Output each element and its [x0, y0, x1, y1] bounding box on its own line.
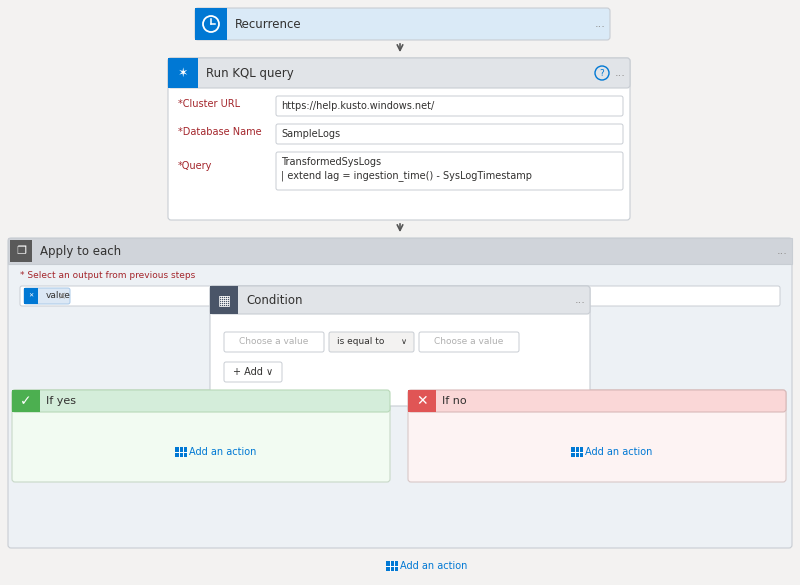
Text: ✶: ✶	[178, 67, 188, 80]
Bar	[24, 288, 38, 304]
Text: If yes: If yes	[46, 396, 76, 406]
Text: *Database Name: *Database Name	[178, 127, 262, 137]
FancyBboxPatch shape	[276, 152, 623, 190]
Text: Add an action: Add an action	[585, 447, 652, 457]
Bar	[8, 238, 792, 264]
Text: ✕: ✕	[416, 394, 428, 408]
FancyBboxPatch shape	[276, 124, 623, 144]
Text: Run KQL query: Run KQL query	[206, 67, 294, 80]
Text: SampleLogs: SampleLogs	[281, 129, 340, 139]
FancyBboxPatch shape	[408, 390, 786, 412]
FancyBboxPatch shape	[329, 332, 414, 352]
Text: | extend lag = ingestion_time() - SysLogTimestamp: | extend lag = ingestion_time() - SysLog…	[281, 171, 532, 181]
Text: ...: ...	[777, 246, 787, 256]
FancyBboxPatch shape	[168, 58, 630, 220]
Text: ...: ...	[594, 19, 606, 29]
Bar	[408, 390, 436, 412]
Bar	[210, 286, 238, 314]
FancyBboxPatch shape	[8, 238, 792, 548]
Bar	[168, 58, 198, 88]
Text: ✓: ✓	[20, 394, 32, 408]
FancyBboxPatch shape	[210, 286, 590, 406]
Text: ...: ...	[614, 68, 626, 78]
Text: If no: If no	[442, 396, 466, 406]
Text: is equal to: is equal to	[337, 338, 384, 346]
FancyBboxPatch shape	[24, 288, 70, 304]
Text: TransformedSysLogs: TransformedSysLogs	[281, 157, 381, 167]
FancyBboxPatch shape	[12, 390, 390, 412]
Text: ❐: ❐	[16, 246, 26, 256]
Bar	[12, 390, 40, 412]
Text: Apply to each: Apply to each	[40, 245, 121, 257]
Text: Choose a value: Choose a value	[434, 338, 504, 346]
Text: ∨: ∨	[401, 338, 407, 346]
Text: Recurrence: Recurrence	[235, 18, 302, 30]
Text: Condition: Condition	[246, 294, 302, 307]
Text: ?: ?	[600, 68, 604, 77]
FancyBboxPatch shape	[168, 58, 630, 88]
Bar	[175, 447, 187, 457]
FancyBboxPatch shape	[210, 286, 590, 314]
FancyBboxPatch shape	[12, 390, 390, 482]
Bar	[571, 447, 583, 457]
Text: Add an action: Add an action	[189, 447, 256, 457]
Text: *Query: *Query	[178, 161, 212, 171]
Text: * Select an output from previous steps: * Select an output from previous steps	[20, 271, 195, 280]
Bar	[195, 8, 227, 40]
FancyBboxPatch shape	[224, 362, 282, 382]
Bar	[10, 240, 32, 262]
Text: Choose a value: Choose a value	[239, 338, 309, 346]
Text: value: value	[46, 291, 71, 301]
Text: Add an action: Add an action	[400, 561, 467, 571]
FancyBboxPatch shape	[195, 8, 610, 40]
FancyBboxPatch shape	[276, 96, 623, 116]
FancyBboxPatch shape	[224, 332, 324, 352]
Bar	[386, 561, 398, 571]
Text: *Cluster URL: *Cluster URL	[178, 99, 240, 109]
FancyBboxPatch shape	[20, 286, 780, 306]
FancyBboxPatch shape	[419, 332, 519, 352]
Text: ✕: ✕	[28, 294, 34, 298]
Text: ×: ×	[58, 291, 66, 301]
Text: ▦: ▦	[218, 293, 230, 307]
Text: + Add ∨: + Add ∨	[233, 367, 273, 377]
Text: https://help.kusto.windows.net/: https://help.kusto.windows.net/	[281, 101, 434, 111]
FancyBboxPatch shape	[408, 390, 786, 482]
Text: ...: ...	[574, 295, 586, 305]
